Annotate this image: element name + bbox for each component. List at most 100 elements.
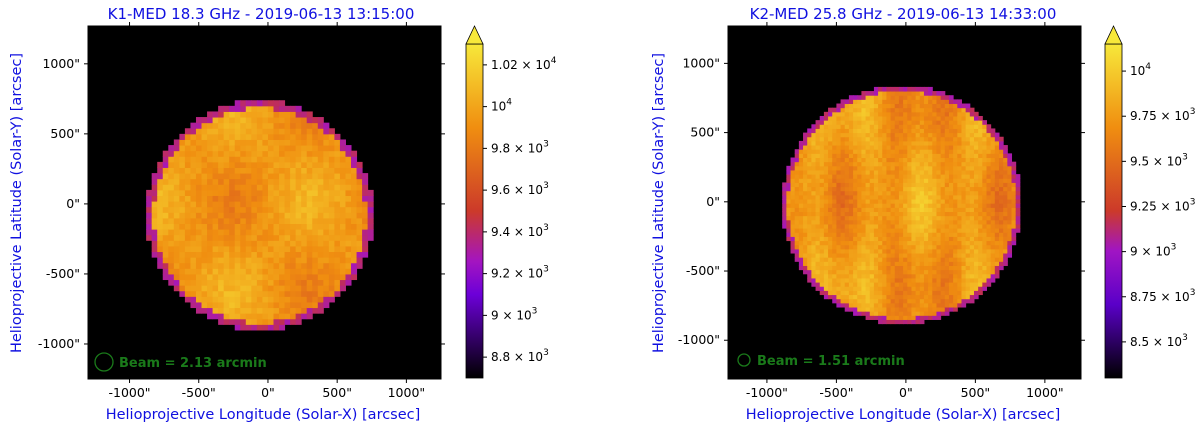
disk-pixel <box>873 157 879 163</box>
disk-pixel <box>1003 232 1008 237</box>
disk-pixel <box>229 189 236 196</box>
disk-pixel <box>869 182 875 188</box>
disk-pixel <box>890 290 896 296</box>
disk-pixel <box>936 257 942 262</box>
disk-pixel <box>869 253 875 258</box>
disk-pixel <box>965 190 971 196</box>
disk-pixel <box>1007 174 1013 179</box>
disk-pixel <box>828 257 833 262</box>
disk-pixel <box>256 128 263 135</box>
disk-pixel <box>815 132 821 138</box>
disk-pixel <box>828 199 833 204</box>
disk-pixel <box>994 174 1000 179</box>
disk-pixel <box>932 145 937 150</box>
disk-pixel <box>944 157 950 163</box>
disk-pixel <box>869 161 875 167</box>
disk-pixel <box>234 251 241 258</box>
disk-pixel <box>894 120 900 125</box>
disk-pixel <box>915 186 921 192</box>
disk-pixel <box>173 139 180 146</box>
disk-pixel <box>832 257 837 262</box>
disk-pixel <box>982 203 987 208</box>
disk-pixel <box>844 124 850 129</box>
disk-pixel <box>317 273 324 281</box>
disk-pixel <box>317 161 324 168</box>
disk-pixel <box>861 219 867 225</box>
disk-pixel <box>295 223 302 230</box>
disk-pixel <box>944 219 950 225</box>
disk-pixel <box>978 286 983 291</box>
disk-pixel <box>907 211 912 217</box>
disk-pixel <box>932 223 937 229</box>
disk-pixel <box>915 319 921 325</box>
disk-pixel <box>229 257 236 264</box>
disk-pixel <box>312 301 319 309</box>
disk-pixel <box>279 128 286 135</box>
disk-pixel <box>848 132 854 138</box>
disk-pixel <box>969 248 975 254</box>
disk-pixel <box>351 206 358 213</box>
disk-pixel <box>803 219 808 225</box>
disk-pixel <box>873 253 879 258</box>
disk-pixel <box>229 111 236 118</box>
disk-pixel <box>240 324 247 331</box>
disk-pixel <box>969 286 975 291</box>
disk-pixel <box>940 311 946 316</box>
disk-pixel <box>295 128 302 135</box>
disk-pixel <box>844 277 850 283</box>
disk-pixel <box>848 157 854 163</box>
disk-pixel <box>190 178 197 185</box>
disk-pixel <box>190 201 197 208</box>
disk-pixel <box>836 282 842 287</box>
disk-pixel <box>790 174 796 179</box>
disk-pixel <box>865 240 871 246</box>
disk-pixel <box>162 178 169 185</box>
disk-pixel <box>919 194 925 200</box>
disk-pixel <box>907 194 912 200</box>
disk-pixel <box>973 228 979 233</box>
disk-pixel <box>861 253 867 258</box>
disk-pixel <box>886 261 892 266</box>
disk-pixel <box>911 236 917 242</box>
disk-pixel <box>218 145 225 152</box>
disk-pixel <box>819 194 825 200</box>
disk-pixel <box>351 167 358 174</box>
disk-pixel <box>836 248 842 254</box>
disk-pixel <box>179 201 186 208</box>
disk-pixel <box>869 215 875 221</box>
disk-pixel <box>944 290 950 296</box>
disk-pixel <box>251 128 258 135</box>
disk-pixel <box>362 201 369 208</box>
disk-pixel <box>207 184 214 191</box>
disk-pixel <box>782 207 787 212</box>
disk-pixel <box>973 277 979 283</box>
disk-pixel <box>290 307 297 314</box>
disk-pixel <box>890 257 896 262</box>
disk-pixel <box>798 228 804 233</box>
disk-pixel <box>961 190 967 196</box>
disk-pixel <box>323 150 330 157</box>
colorbar-tick-label: 9 × 103 <box>1130 243 1176 259</box>
disk-pixel <box>919 228 925 233</box>
disk-pixel <box>312 122 319 129</box>
disk-pixel <box>882 169 887 175</box>
disk-pixel <box>356 217 363 225</box>
disk-pixel <box>334 257 341 264</box>
disk-pixel <box>256 212 263 219</box>
disk-pixel <box>290 268 297 275</box>
disk-pixel <box>907 203 912 208</box>
disk-pixel <box>848 232 854 237</box>
disk-pixel <box>994 232 1000 237</box>
disk-pixel <box>179 212 186 219</box>
disk-pixel <box>819 257 825 262</box>
disk-pixel <box>882 115 887 121</box>
disk-pixel <box>844 186 850 192</box>
disk-pixel <box>911 302 917 308</box>
disk-pixel <box>836 161 842 167</box>
disk-pixel <box>919 91 925 96</box>
disk-pixel <box>356 167 363 174</box>
disk-pixel <box>251 251 258 258</box>
disk-pixel <box>957 240 962 246</box>
disk-pixel <box>284 217 291 225</box>
